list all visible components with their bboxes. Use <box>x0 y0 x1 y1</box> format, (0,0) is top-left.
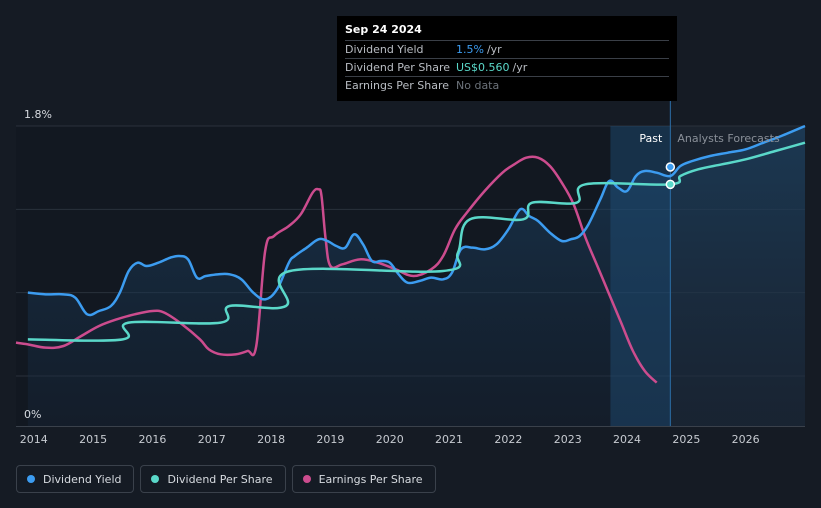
y-axis-min-label: 0% <box>24 408 41 421</box>
tooltip-row-dividend-yield: Dividend Yield 1.5% /yr <box>345 40 669 58</box>
dividend-per-share-line <box>27 141 806 342</box>
past-region-label: Past <box>639 132 663 145</box>
tooltip-value: US$0.560 <box>456 61 510 74</box>
tooltip-value: 1.5% <box>456 43 484 56</box>
x-tick-label: 2023 <box>554 433 582 446</box>
tooltip-label: Dividend Yield <box>345 43 424 56</box>
x-tick-label: 2014 <box>20 433 48 446</box>
x-tick-label: 2015 <box>79 433 107 446</box>
legend-label: Dividend Yield <box>43 472 122 486</box>
legend-label: Dividend Per Share <box>167 472 273 486</box>
x-tick-label: 2016 <box>138 433 166 446</box>
dividend-yield-area <box>27 126 805 426</box>
legend-dot-dividend-per-share <box>151 475 160 483</box>
x-tick-label: 2025 <box>672 433 700 446</box>
y-axis-max-label: 1.8% <box>24 108 52 121</box>
hover-tooltip: Sep 24 2024 Dividend Yield 1.5% /yr Divi… <box>337 16 677 101</box>
legend-dot-dividend-yield <box>27 475 35 483</box>
x-tick-label: 2021 <box>435 433 463 446</box>
legend-dividend-yield[interactable]: Dividend Yield <box>16 465 135 493</box>
x-tick-label: 2020 <box>376 433 404 446</box>
tooltip-row-earnings-per-share: Earnings Per Share No data <box>345 76 669 94</box>
legend-earnings-per-share[interactable]: Earnings Per Share <box>291 465 436 493</box>
dividend-per-share-marker <box>665 179 676 190</box>
tooltip-label: Earnings Per Share <box>345 79 450 92</box>
dividend-yield-marker <box>665 162 676 172</box>
forecast-region-label: Analysts Forecasts <box>677 132 780 145</box>
tooltip-date: Sep 24 2024 <box>345 23 422 36</box>
tooltip-row-dividend-per-share: Dividend Per Share US$0.560 /yr <box>345 58 669 76</box>
past-highlight-band <box>610 126 671 426</box>
tooltip-label: Dividend Per Share <box>345 61 451 74</box>
legend-dot-earnings-per-share <box>302 475 311 483</box>
x-tick-label: 2026 <box>732 433 760 446</box>
legend-dividend-per-share[interactable]: Dividend Per Share <box>140 465 286 493</box>
earnings-per-share-line <box>15 155 658 384</box>
tooltip-value: No data <box>456 79 500 92</box>
tooltip-unit: /yr <box>486 43 502 56</box>
x-tick-label: 2018 <box>257 433 285 446</box>
x-tick-label: 2024 <box>613 433 641 446</box>
x-tick-label: 2019 <box>316 433 344 446</box>
chart-legend: Dividend Yield Dividend Per Share Earnin… <box>16 465 436 493</box>
x-axis-labels: 2014 2015 2016 2017 2018 2019 2020 2021 2022 2023… <box>20 433 760 446</box>
legend-label: Earnings Per Share <box>318 472 423 486</box>
tooltip-unit: /yr <box>512 61 528 74</box>
x-tick-label: 2017 <box>198 433 226 446</box>
x-tick-label: 2022 <box>494 433 522 446</box>
